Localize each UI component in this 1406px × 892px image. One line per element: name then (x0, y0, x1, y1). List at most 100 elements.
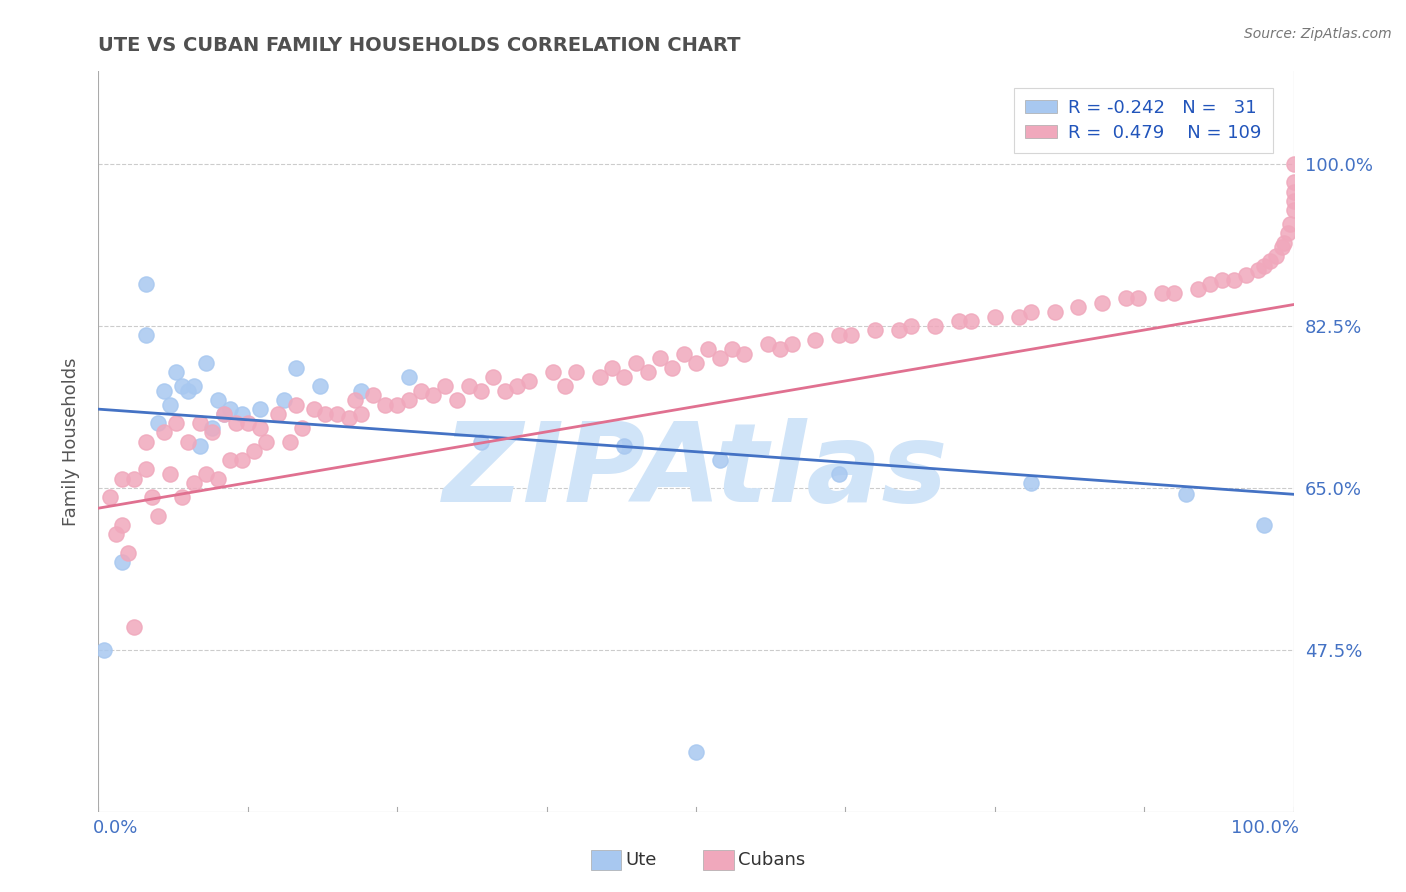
Point (1152, 286, 1174, 301)
Point (458, 379, 481, 393)
Point (470, 384, 492, 398)
Point (183, 379, 205, 393)
Point (374, 398, 396, 412)
Point (1271, 240, 1294, 254)
Point (124, 471, 146, 485)
Point (183, 476, 205, 491)
Point (697, 342, 720, 356)
Point (350, 384, 373, 398)
Point (398, 392, 420, 407)
Point (661, 360, 683, 375)
Point (315, 407, 337, 421)
Point (93, 642, 115, 657)
Text: 100.0%: 100.0% (1232, 819, 1299, 837)
Text: ZIPAtlas: ZIPAtlas (443, 417, 949, 524)
Point (188, 439, 211, 453)
Point (153, 384, 176, 398)
Point (195, 356, 218, 370)
Point (494, 384, 516, 398)
Point (302, 402, 325, 417)
Point (284, 398, 307, 412)
Point (1175, 487, 1198, 501)
Point (165, 416, 187, 430)
Point (685, 745, 707, 759)
Legend: R = -0.242   N =   31, R =  0.479    N = 109: R = -0.242 N = 31, R = 0.479 N = 109 (1014, 87, 1272, 153)
Point (470, 434, 492, 449)
Point (565, 365, 588, 379)
Point (219, 402, 242, 417)
Point (177, 384, 200, 398)
Point (207, 392, 229, 407)
Point (589, 369, 612, 384)
Point (1234, 268, 1257, 282)
Point (1115, 291, 1137, 305)
Point (673, 346, 696, 360)
Point (172, 379, 194, 393)
Point (195, 467, 218, 481)
Point (1163, 286, 1185, 301)
Point (984, 310, 1007, 324)
Point (254, 434, 277, 449)
Point (637, 365, 659, 379)
Point (1272, 235, 1295, 250)
Point (1211, 272, 1233, 286)
Point (648, 351, 672, 366)
Point (153, 425, 176, 440)
Point (1223, 272, 1246, 286)
Point (948, 314, 970, 328)
Text: UTE VS CUBAN FAMILY HOUSEHOLDS CORRELATION CHART: UTE VS CUBAN FAMILY HOUSEHOLDS CORRELATI… (98, 36, 741, 54)
Point (225, 416, 247, 430)
Point (148, 508, 170, 523)
Point (201, 425, 224, 440)
Point (1282, 203, 1305, 218)
Point (541, 365, 564, 379)
Point (841, 328, 863, 343)
Point (135, 328, 157, 343)
Point (219, 453, 242, 467)
Point (236, 416, 259, 430)
Text: Ute: Ute (626, 851, 657, 869)
Point (385, 398, 409, 412)
Point (177, 434, 200, 449)
Point (98, 490, 122, 504)
Point (960, 314, 983, 328)
Point (201, 420, 224, 434)
Point (212, 407, 235, 421)
Point (828, 328, 851, 343)
Point (159, 467, 181, 481)
Point (291, 420, 314, 434)
Point (1282, 194, 1305, 208)
Point (1019, 305, 1042, 319)
Point (1277, 227, 1299, 241)
Point (308, 379, 330, 393)
Point (188, 416, 211, 430)
Point (517, 375, 540, 389)
Point (768, 342, 790, 356)
Point (111, 517, 134, 532)
Point (721, 342, 744, 356)
Point (481, 369, 505, 384)
Point (273, 392, 295, 407)
Point (780, 337, 803, 351)
Point (350, 407, 373, 421)
Point (602, 360, 624, 375)
Point (1282, 157, 1305, 171)
Point (554, 379, 576, 393)
Point (231, 407, 253, 421)
Point (613, 439, 636, 453)
Point (243, 443, 266, 458)
Point (1199, 277, 1222, 292)
Point (212, 407, 235, 421)
Point (344, 392, 367, 407)
Point (363, 388, 385, 402)
Point (135, 277, 157, 292)
Point (1019, 476, 1042, 491)
Point (1187, 282, 1209, 296)
Point (889, 324, 911, 338)
Point (141, 490, 163, 504)
Point (865, 324, 887, 338)
Point (1091, 295, 1114, 310)
Text: 0.0%: 0.0% (93, 819, 138, 837)
Point (733, 346, 755, 360)
Point (1264, 249, 1286, 264)
